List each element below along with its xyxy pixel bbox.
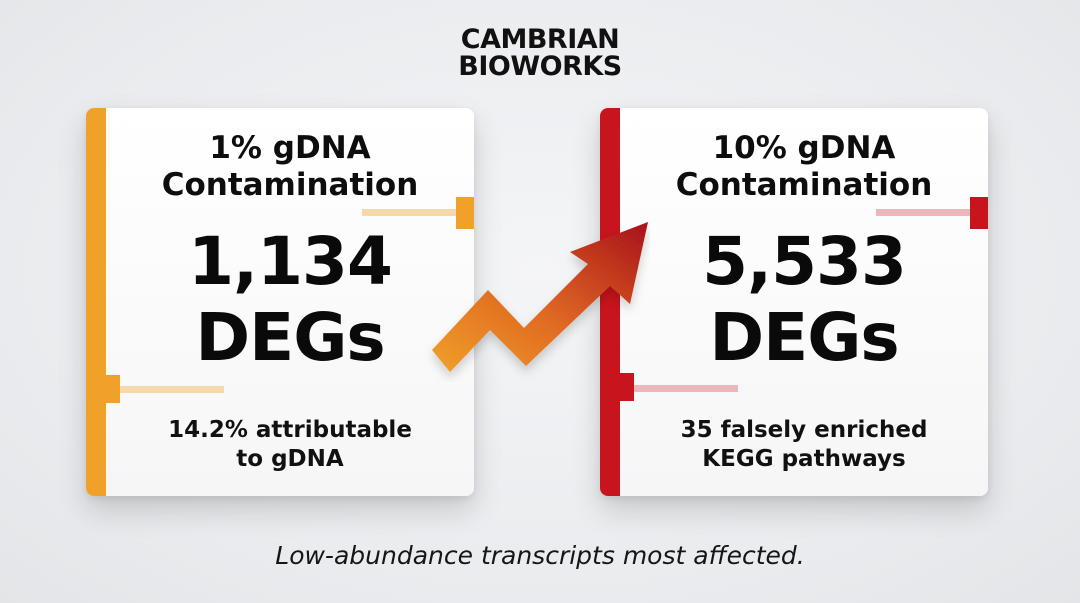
deg-count-unit: DEGs xyxy=(195,299,385,376)
card-note-line-2: KEGG pathways xyxy=(702,446,906,472)
company-logo: CAMBRIAN BIOWORKS xyxy=(0,26,1080,80)
trend-up-arrow-icon xyxy=(432,222,648,372)
card-accent-bar xyxy=(600,108,620,496)
card-side-block xyxy=(456,197,474,229)
deg-count-unit: DEGs xyxy=(709,299,899,376)
high-contamination-card: 10% gDNA Contamination 5,533 DEGs 35 fal… xyxy=(600,108,988,496)
logo-line-2: BIOWORKS xyxy=(458,51,622,82)
logo-line-1: CAMBRIAN xyxy=(460,24,620,55)
card-title-line-1: 1% gDNA xyxy=(209,130,371,166)
card-side-line xyxy=(876,209,970,216)
deg-count: 1,134 DEGs xyxy=(106,224,474,376)
card-title-line-1: 10% gDNA xyxy=(712,130,896,166)
deg-count-number: 5,533 xyxy=(702,223,907,300)
card-accent-bar xyxy=(86,108,106,496)
card-note: 14.2% attributable to gDNA xyxy=(106,416,474,474)
card-accent-line xyxy=(634,385,738,392)
card-accent-line xyxy=(120,386,224,393)
footnote-caption: Low-abundance transcripts most affected. xyxy=(275,541,805,570)
card-note-line-1: 35 falsely enriched xyxy=(680,417,928,443)
low-contamination-card: 1% gDNA Contamination 1,134 DEGs 14.2% a… xyxy=(86,108,474,496)
card-note: 35 falsely enriched KEGG pathways xyxy=(620,416,988,474)
card-note-line-1: 14.2% attributable xyxy=(168,417,412,443)
arrow-shape xyxy=(432,222,648,372)
card-title: 10% gDNA Contamination xyxy=(620,130,988,204)
card-title-line-2: Contamination xyxy=(675,167,933,203)
card-title: 1% gDNA Contamination xyxy=(106,130,474,204)
card-accent-tick xyxy=(106,375,120,403)
card-title-line-2: Contamination xyxy=(161,167,419,203)
card-note-line-2: to gDNA xyxy=(236,446,344,472)
deg-count-number: 1,134 xyxy=(188,223,393,300)
card-side-line xyxy=(362,209,456,216)
card-accent-tick xyxy=(620,373,634,401)
deg-count: 5,533 DEGs xyxy=(620,224,988,376)
card-side-block xyxy=(970,197,988,229)
